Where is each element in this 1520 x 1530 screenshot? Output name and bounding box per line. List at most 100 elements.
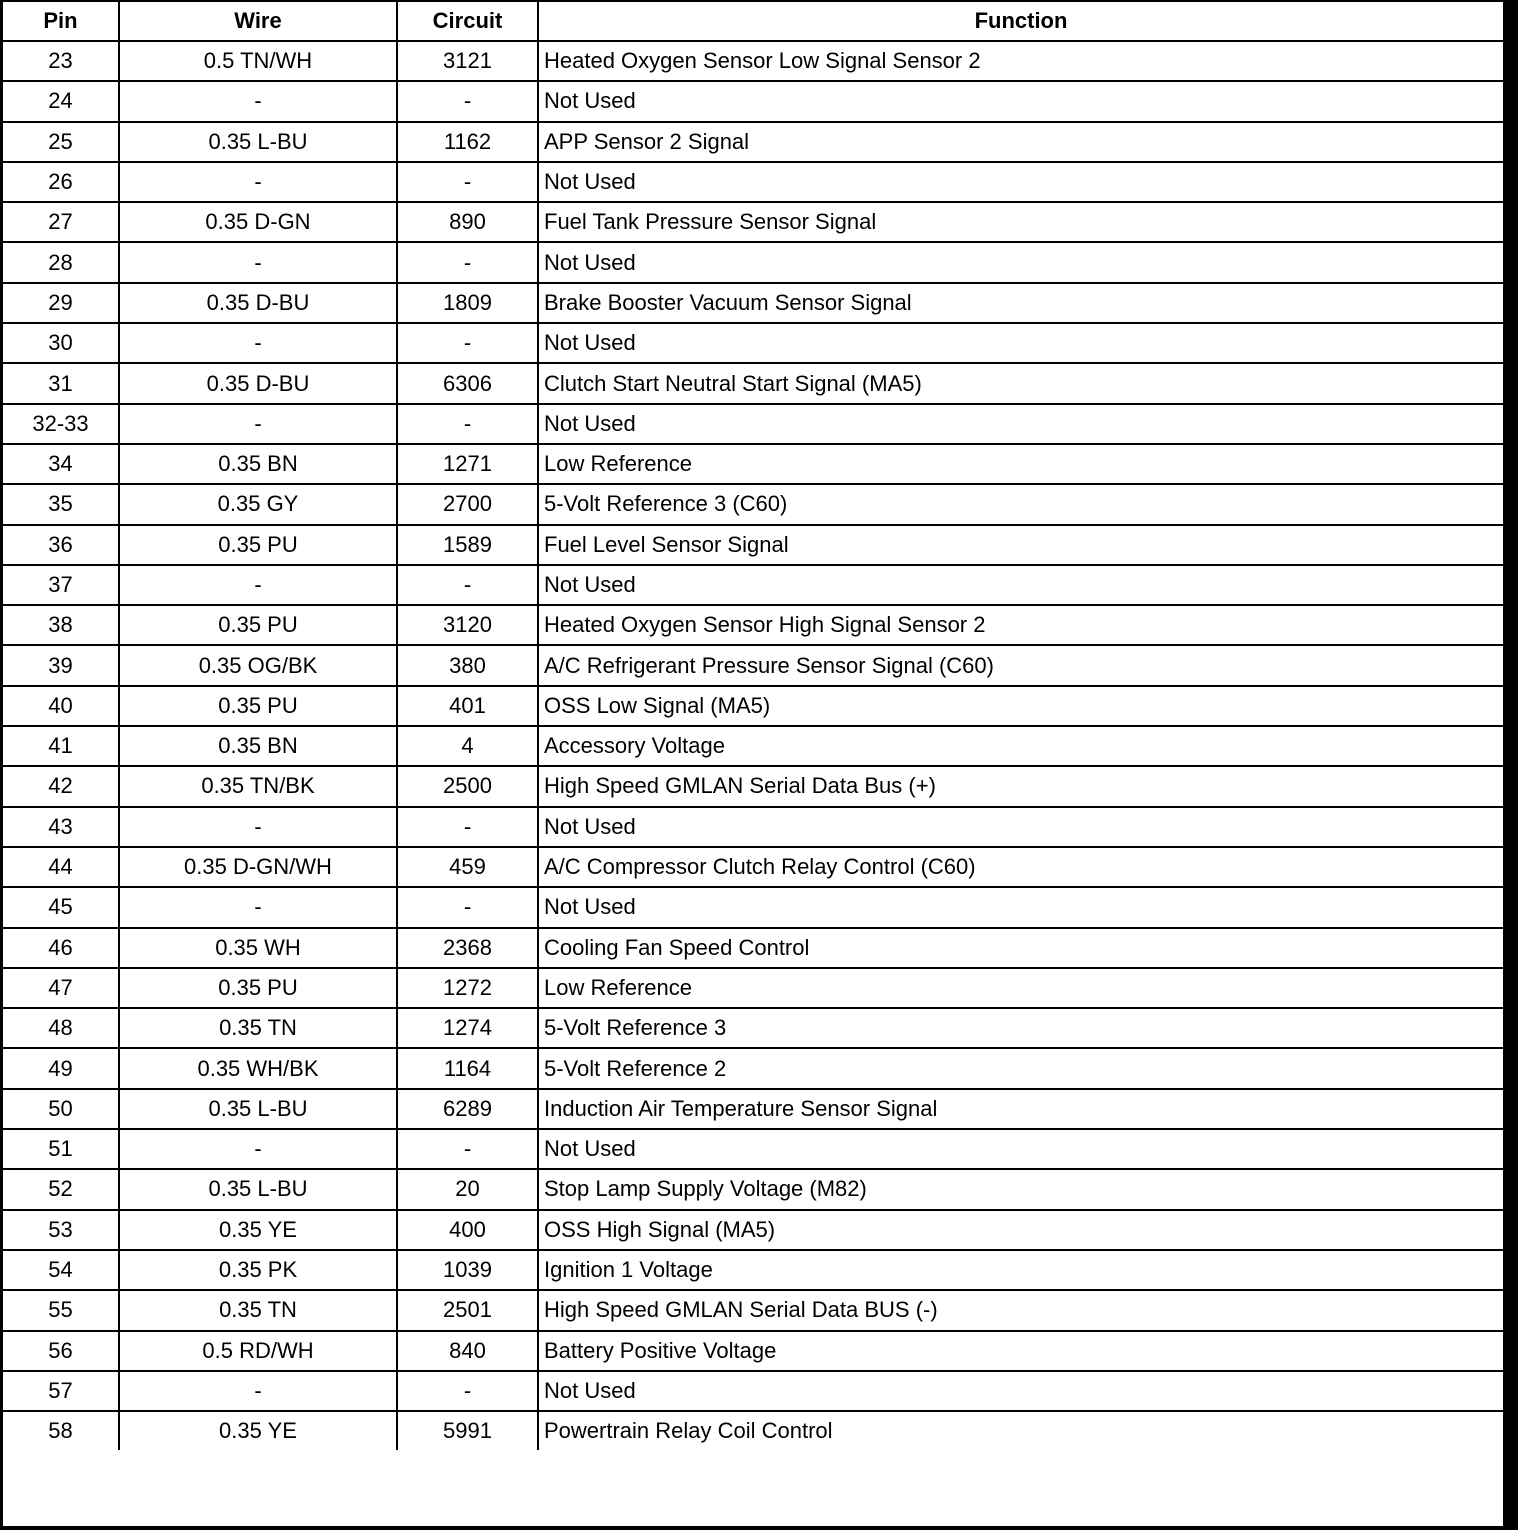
table-row: 41 0.35 BN 4 Accessory Voltage — [3, 725, 1503, 768]
pin-cell: 48 — [3, 1007, 120, 1050]
circuit-cell: - — [396, 322, 539, 365]
function-cell: Stop Lamp Supply Voltage (M82) — [537, 1168, 1503, 1211]
pin-cell: 38 — [3, 604, 120, 647]
table-row: 49 0.35 WH/BK 1164 5-Volt Reference 2 — [3, 1047, 1503, 1090]
table-row: 56 0.5 RD/WH 840 Battery Positive Voltage — [3, 1329, 1503, 1372]
pin-cell: 51 — [3, 1128, 120, 1171]
table-row: 54 0.35 PK 1039 Ignition 1 Voltage — [3, 1248, 1503, 1292]
header-wire: Wire — [118, 2, 398, 42]
pin-cell: 31 — [3, 362, 120, 405]
pin-cell: 28 — [3, 241, 120, 284]
table-row: 32-33- - Not Used — [3, 402, 1503, 445]
function-cell: Not Used — [537, 322, 1503, 365]
table-row: 48 0.35 TN 1274 5-Volt Reference 3 — [3, 1007, 1503, 1050]
function-cell: 5-Volt Reference 3 — [537, 1007, 1503, 1050]
table-row: 40 0.35 PU 401 OSS Low Signal (MA5) — [3, 684, 1503, 728]
function-cell: Battery Positive Voltage — [537, 1329, 1503, 1372]
pin-cell: 41 — [3, 725, 120, 768]
wire-cell: 0.35 YE — [118, 1208, 398, 1251]
wire-cell: 0.35 D-GN — [118, 201, 398, 244]
table-row: 47 0.35 PU 1272 Low Reference — [3, 966, 1503, 1010]
circuit-cell: 5991 — [396, 1410, 539, 1451]
function-cell: APP Sensor 2 Signal — [537, 120, 1503, 163]
circuit-cell: 2700 — [396, 483, 539, 526]
circuit-cell: 6289 — [396, 1087, 539, 1131]
wire-cell: - — [118, 402, 398, 445]
pin-cell: 24 — [3, 80, 120, 123]
circuit-cell: - — [396, 805, 539, 848]
circuit-cell: 1272 — [396, 966, 539, 1010]
circuit-cell: - — [396, 80, 539, 123]
wire-cell: 0.35 PU — [118, 604, 398, 647]
table-row: 58 0.35 YE 5991 Powertrain Relay Coil Contr… — [3, 1410, 1503, 1451]
pin-cell: 54 — [3, 1248, 120, 1292]
function-cell: Accessory Voltage — [537, 725, 1503, 768]
table-row: 31 0.35 D-BU 6306 Clutch Start Neutral Star… — [3, 362, 1503, 405]
pin-cell: 50 — [3, 1087, 120, 1131]
wire-cell: 0.35 WH — [118, 926, 398, 969]
pin-cell: 39 — [3, 644, 120, 687]
pin-cell: 26 — [3, 160, 120, 204]
table-row: 51- - Not Used — [3, 1128, 1503, 1171]
function-cell: Brake Booster Vacuum Sensor Signal — [537, 281, 1503, 325]
circuit-cell: 400 — [396, 1208, 539, 1251]
pinout-table: Pin Wire Circuit Function 23 0.5 TN/WH 312… — [3, 2, 1503, 1451]
table-row: 30- - Not Used — [3, 322, 1503, 365]
table-row: 29 0.35 D-BU 1809 Brake Booster Vacuum Sens… — [3, 281, 1503, 325]
function-cell: Cooling Fan Speed Control — [537, 926, 1503, 969]
wire-cell: - — [118, 80, 398, 123]
circuit-cell: 2501 — [396, 1289, 539, 1332]
pin-cell: 27 — [3, 201, 120, 244]
table-row: 46 0.35 WH 2368 Cooling Fan Speed Control — [3, 926, 1503, 969]
circuit-cell: - — [396, 241, 539, 284]
function-cell: Clutch Start Neutral Start Signal (MA5) — [537, 362, 1503, 405]
function-cell: High Speed GMLAN Serial Data BUS (-) — [537, 1289, 1503, 1332]
table-row: 25 0.35 L-BU 1162 APP Sensor 2 Signal — [3, 120, 1503, 163]
circuit-cell: 380 — [396, 644, 539, 687]
function-cell: Not Used — [537, 80, 1503, 123]
table-row: 50 0.35 L-BU 6289 Induction Air Temperature… — [3, 1087, 1503, 1131]
table-row: 27 0.35 D-GN 890 Fuel Tank Pressure Sensor … — [3, 201, 1503, 244]
function-cell: Not Used — [537, 1369, 1503, 1413]
circuit-cell: - — [396, 1128, 539, 1171]
wire-cell: 0.5 RD/WH — [118, 1329, 398, 1372]
table-row: 42 0.35 TN/BK 2500 High Speed GMLAN Serial … — [3, 765, 1503, 808]
table-row: 43- - Not Used — [3, 805, 1503, 848]
wire-cell: 0.35 L-BU — [118, 120, 398, 163]
function-cell: 5-Volt Reference 3 (C60) — [537, 483, 1503, 526]
pin-cell: 45 — [3, 886, 120, 929]
table-row: 39 0.35 OG/BK 380 A/C Refrigerant Pressure … — [3, 644, 1503, 687]
pin-cell: 36 — [3, 523, 120, 566]
function-cell: Low Reference — [537, 442, 1503, 486]
wire-cell: 0.5 TN/WH — [118, 39, 398, 83]
pin-cell: 35 — [3, 483, 120, 526]
function-cell: Not Used — [537, 1128, 1503, 1171]
circuit-cell: 401 — [396, 684, 539, 728]
pin-cell: 37 — [3, 563, 120, 607]
wire-cell: - — [118, 1128, 398, 1171]
wire-cell: 0.35 TN — [118, 1289, 398, 1332]
circuit-cell: - — [396, 563, 539, 607]
pin-cell: 49 — [3, 1047, 120, 1090]
function-cell: Not Used — [537, 886, 1503, 929]
pin-cell: 42 — [3, 765, 120, 808]
function-cell: A/C Refrigerant Pressure Sensor Signal (… — [537, 644, 1503, 687]
header-circuit: Circuit — [396, 2, 539, 42]
pin-cell: 47 — [3, 966, 120, 1010]
circuit-cell: 1589 — [396, 523, 539, 566]
wire-cell: - — [118, 1369, 398, 1413]
function-cell: Not Used — [537, 160, 1503, 204]
wire-cell: 0.35 BN — [118, 442, 398, 486]
wire-cell: 0.35 D-GN/WH — [118, 845, 398, 889]
pin-cell: 23 — [3, 39, 120, 83]
wire-cell: 0.35 TN — [118, 1007, 398, 1050]
table-row: 35 0.35 GY 2700 5-Volt Reference 3 (C60) — [3, 483, 1503, 526]
function-cell: Not Used — [537, 402, 1503, 445]
wire-cell: 0.35 BN — [118, 725, 398, 768]
wire-cell: 0.35 OG/BK — [118, 644, 398, 687]
table-row: 53 0.35 YE 400 OSS High Signal (MA5) — [3, 1208, 1503, 1251]
wire-cell: 0.35 PU — [118, 684, 398, 728]
table-row: 38 0.35 PU 3120 Heated Oxygen Sensor High S… — [3, 604, 1503, 647]
table-row: 24- - Not Used — [3, 80, 1503, 123]
wire-cell: 0.35 D-BU — [118, 281, 398, 325]
